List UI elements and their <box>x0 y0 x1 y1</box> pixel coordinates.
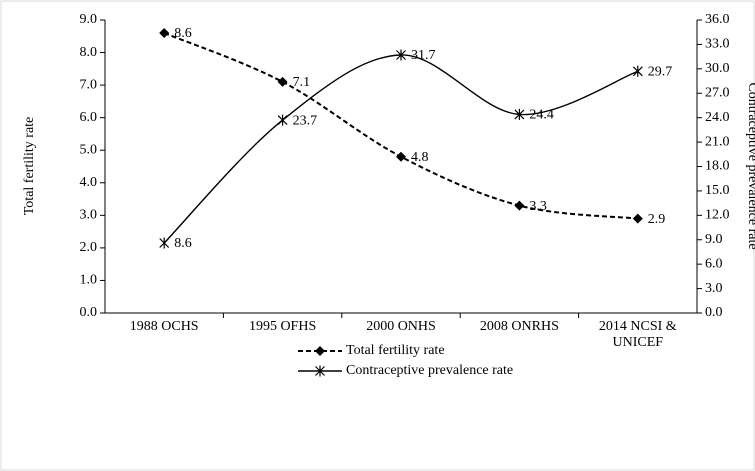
x-tick-label: 1988 OCHS <box>129 319 199 334</box>
data-label: 24.4 <box>529 108 554 123</box>
y2-tick-label: 30.0 <box>705 61 730 76</box>
x-tick-label: 2014 NCSI & UNICEF <box>598 319 677 350</box>
series-marker <box>396 49 406 61</box>
y2-tick-label: 18.0 <box>705 159 730 174</box>
y-tick-label: 1.0 <box>80 273 98 288</box>
y2-tick-label: 27.0 <box>705 85 730 100</box>
data-label: 8.6 <box>174 26 192 41</box>
y2-axis-label: Contraceptive prevalence rate <box>745 82 755 249</box>
legend-marker <box>315 365 325 377</box>
y2-tick-label: 33.0 <box>705 37 730 52</box>
y-tick-label: 3.0 <box>80 208 98 223</box>
data-label: 31.7 <box>411 48 436 63</box>
y2-tick-label: 24.0 <box>705 110 730 125</box>
series-marker <box>514 200 525 211</box>
data-label: 4.8 <box>411 150 429 165</box>
series-marker <box>159 28 170 39</box>
data-label: 3.3 <box>529 199 547 214</box>
legend-marker <box>315 346 325 356</box>
series-marker <box>159 237 170 249</box>
data-label: 7.1 <box>293 75 311 90</box>
series-marker <box>396 151 406 162</box>
series-line <box>163 32 638 220</box>
series-marker <box>514 108 525 120</box>
legend-label: Contraceptive prevalence rate <box>346 363 513 378</box>
y-axis-label: Total fertility rate <box>22 117 37 216</box>
series-marker <box>277 76 288 87</box>
y-tick-label: 5.0 <box>80 142 98 157</box>
series-line <box>163 54 639 244</box>
y-tick-label: 9.0 <box>80 12 98 27</box>
series-marker <box>277 114 288 126</box>
y2-tick-label: 36.0 <box>705 12 730 27</box>
data-label: 8.6 <box>174 236 192 251</box>
series-marker <box>632 65 643 77</box>
y-tick-label: 8.0 <box>80 45 98 60</box>
legend-label: Total fertility rate <box>346 343 445 358</box>
y-tick-label: 7.0 <box>80 77 98 92</box>
y2-tick-label: 0.0 <box>705 305 723 320</box>
y2-tick-label: 9.0 <box>705 232 723 247</box>
y-tick-label: 6.0 <box>80 110 98 125</box>
data-label: 2.9 <box>648 212 666 227</box>
y2-tick-label: 6.0 <box>705 256 723 271</box>
series-marker <box>632 213 643 224</box>
data-label: 29.7 <box>648 64 673 79</box>
x-tick-label: 1995 OFHS <box>248 319 317 334</box>
y2-tick-label: 21.0 <box>705 134 730 149</box>
y2-tick-label: 15.0 <box>705 183 730 198</box>
data-label: 23.7 <box>293 113 318 128</box>
x-tick-label: 2008 ONRHS <box>479 319 559 334</box>
x-tick-label: 2000 ONHS <box>366 319 436 334</box>
y-tick-label: 2.0 <box>80 240 98 255</box>
y-tick-label: 0.0 <box>80 305 98 320</box>
y-tick-label: 4.0 <box>80 175 98 190</box>
y2-tick-label: 12.0 <box>705 208 730 223</box>
y2-tick-label: 3.0 <box>705 281 723 296</box>
